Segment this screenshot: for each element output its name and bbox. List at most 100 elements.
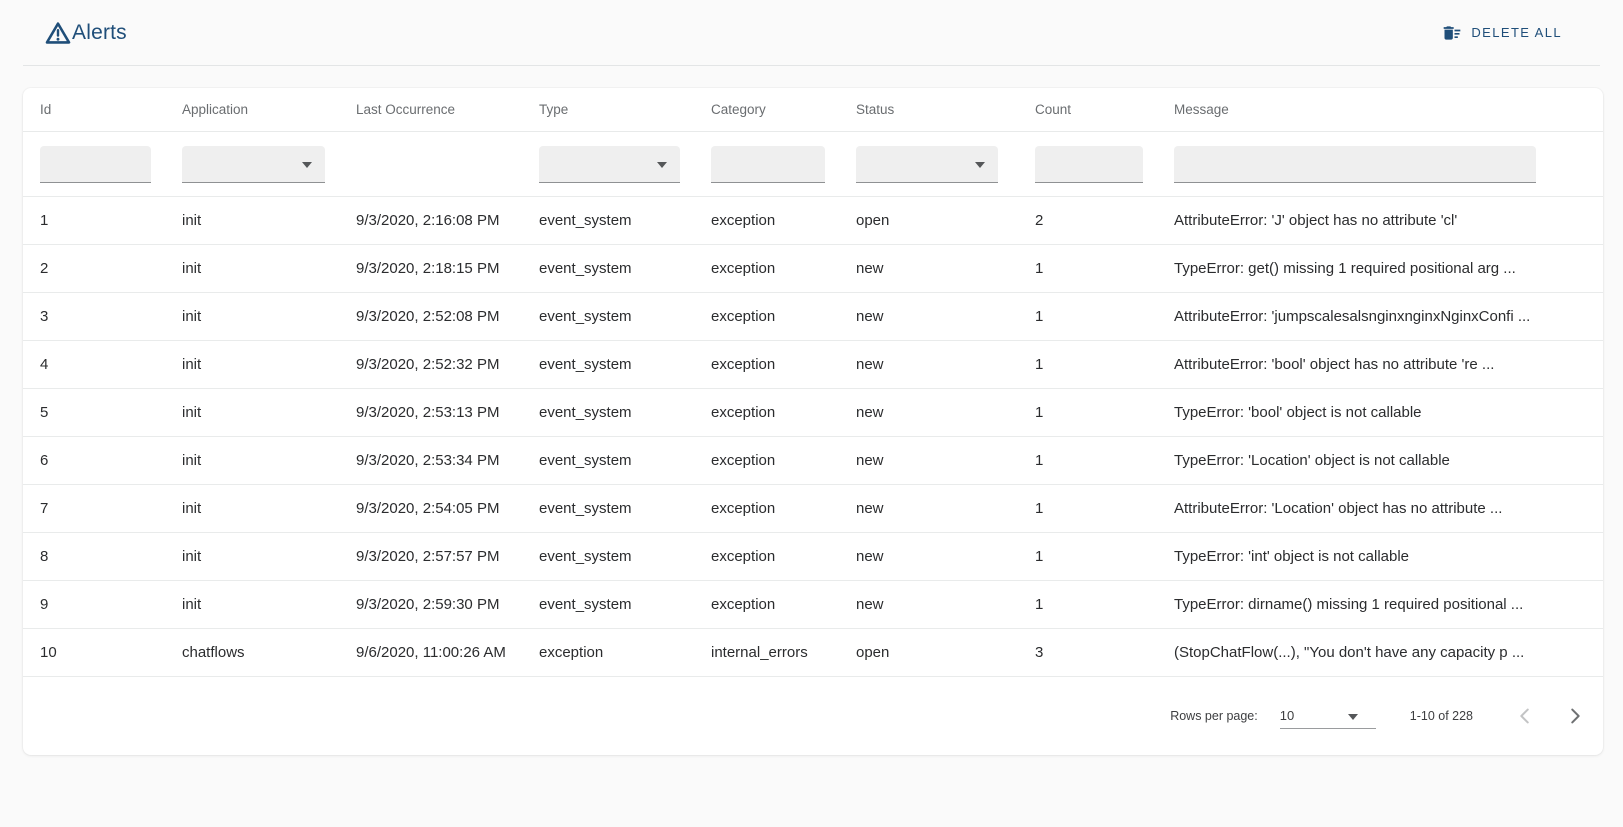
column-header-count: Count: [1035, 102, 1072, 117]
table-body: 1 init 9/3/2020, 2:16:08 PM event_system exc…: [23, 196, 1603, 676]
cell-application: init: [182, 500, 202, 517]
table-row[interactable]: 1 init 9/3/2020, 2:16:08 PM event_system exc…: [23, 196, 1603, 244]
cell-type: event_system: [539, 356, 632, 373]
caret-down-icon: [1347, 713, 1358, 720]
column-header-category: Category: [711, 102, 766, 117]
delete-all-label: DELETE ALL: [1471, 25, 1562, 40]
page-range-label: 1-10 of 228: [1409, 709, 1473, 723]
cell-status: new: [856, 404, 884, 421]
cell-id: 10: [40, 644, 57, 661]
cell-message: AttributeError: 'jumpscalesalsnginxnginx…: [1174, 308, 1531, 325]
cell-id: 9: [40, 596, 49, 613]
page-header: Alerts DELETE ALL: [23, 0, 1600, 66]
cell-type: event_system: [539, 212, 632, 229]
cell-type: event_system: [539, 308, 632, 325]
rows-per-page-value: 10: [1279, 708, 1295, 723]
cell-id: 8: [40, 548, 49, 565]
cell-application: init: [182, 596, 202, 613]
cell-type: event_system: [539, 500, 632, 517]
filter-input-count[interactable]: [1035, 145, 1143, 183]
delete-all-button[interactable]: DELETE ALL: [1434, 17, 1570, 49]
warning-triangle-icon: [45, 21, 71, 44]
chevron-left-icon: [1520, 708, 1529, 724]
cell-message: TypeError: dirname() missing 1 required …: [1174, 596, 1524, 613]
cell-id: 3: [40, 308, 49, 325]
table-row[interactable]: 7 init 9/3/2020, 2:54:05 PM event_system exc…: [23, 484, 1603, 532]
cell-last_occurrence: 9/3/2020, 2:59:30 PM: [356, 596, 500, 613]
cell-type: event_system: [539, 260, 632, 277]
column-header-last_occurrence: Last Occurrence: [356, 102, 456, 117]
cell-id: 7: [40, 500, 49, 517]
table-row[interactable]: 4 init 9/3/2020, 2:52:32 PM event_system exc…: [23, 340, 1603, 388]
cell-type: exception: [539, 644, 604, 661]
cell-category: exception: [711, 356, 776, 373]
filter-input-category[interactable]: [711, 145, 825, 183]
chevron-right-icon: [1571, 708, 1580, 724]
caret-down-icon: [302, 161, 312, 168]
cell-status: open: [856, 212, 890, 229]
table-row[interactable]: 9 init 9/3/2020, 2:59:30 PM event_system exc…: [23, 580, 1603, 628]
cell-count: 1: [1035, 596, 1044, 613]
filter-cell-category: [711, 132, 856, 196]
filter-input-message[interactable]: [1174, 145, 1536, 183]
cell-id: 2: [40, 260, 49, 277]
cell-category: exception: [711, 260, 776, 277]
table-row[interactable]: 10 chatflows 9/6/2020, 11:00:26 AM exceptio…: [23, 628, 1603, 676]
cell-status: new: [856, 260, 884, 277]
caret-down-icon: [657, 161, 667, 168]
cell-last_occurrence: 9/3/2020, 2:16:08 PM: [356, 212, 500, 229]
filter-cell-id: [23, 132, 182, 196]
previous-page-button[interactable]: [1513, 704, 1537, 728]
rows-per-page-select[interactable]: 10: [1279, 703, 1376, 729]
rows-per-page-label: Rows per page:: [1170, 709, 1258, 723]
cell-count: 1: [1035, 404, 1044, 421]
column-header-type: Type: [539, 102, 569, 117]
table-row[interactable]: 5 init 9/3/2020, 2:53:13 PM event_system exc…: [23, 388, 1603, 436]
cell-last_occurrence: 9/3/2020, 2:52:08 PM: [356, 308, 500, 325]
cell-category: exception: [711, 500, 776, 517]
cell-last_occurrence: 9/3/2020, 2:53:13 PM: [356, 404, 500, 421]
table-row[interactable]: 8 init 9/3/2020, 2:57:57 PM event_system exc…: [23, 532, 1603, 580]
cell-id: 4: [40, 356, 49, 373]
cell-category: exception: [711, 404, 776, 421]
cell-message: TypeError: 'bool' object is not callable: [1174, 404, 1422, 421]
cell-last_occurrence: 9/3/2020, 2:57:57 PM: [356, 548, 500, 565]
cell-application: init: [182, 212, 202, 229]
column-header-application: Application: [182, 102, 249, 117]
table-header-row: Id Application Last Occurrence Type Category…: [23, 88, 1603, 131]
cell-message: TypeError: 'int' object is not callable: [1174, 548, 1410, 565]
cell-status: new: [856, 500, 884, 517]
cell-last_occurrence: 9/3/2020, 2:52:32 PM: [356, 356, 500, 373]
filter-cell-status: [856, 132, 1035, 196]
cell-status: new: [856, 596, 884, 613]
next-page-button[interactable]: [1563, 704, 1587, 728]
cell-category: exception: [711, 452, 776, 469]
table-row[interactable]: 3 init 9/3/2020, 2:52:08 PM event_system exc…: [23, 292, 1603, 340]
cell-count: 1: [1035, 308, 1044, 325]
filter-input-id[interactable]: [40, 145, 151, 183]
cell-type: event_system: [539, 452, 632, 469]
cell-last_occurrence: 9/3/2020, 2:54:05 PM: [356, 500, 500, 517]
table-pagination: Rows per page: 10 1-10 of 228: [23, 676, 1603, 755]
filter-cell-type: [539, 132, 711, 196]
table-row[interactable]: 6 init 9/3/2020, 2:53:34 PM event_system exc…: [23, 436, 1603, 484]
column-header-message: Message: [1174, 102, 1229, 117]
alerts-table-card: Id Application Last Occurrence Type Category…: [23, 88, 1603, 755]
cell-type: event_system: [539, 596, 632, 613]
cell-message: AttributeError: 'J' object has no attrib…: [1174, 212, 1458, 229]
cell-last_occurrence: 9/6/2020, 11:00:26 AM: [356, 644, 506, 661]
filter-select-status[interactable]: [856, 145, 998, 183]
table-row[interactable]: 2 init 9/3/2020, 2:18:15 PM event_system exc…: [23, 244, 1603, 292]
cell-application: init: [182, 356, 202, 373]
cell-count: 3: [1035, 644, 1044, 661]
table-filter-row: [23, 131, 1603, 196]
cell-status: new: [856, 452, 884, 469]
cell-status: new: [856, 548, 884, 565]
cell-count: 1: [1035, 260, 1044, 277]
cell-category: exception: [711, 308, 776, 325]
filter-select-application[interactable]: [182, 145, 325, 183]
filter-cell-count: [1035, 132, 1174, 196]
delete-sweep-icon: [1444, 25, 1461, 40]
filter-select-type[interactable]: [539, 145, 680, 183]
cell-id: 1: [40, 212, 49, 229]
